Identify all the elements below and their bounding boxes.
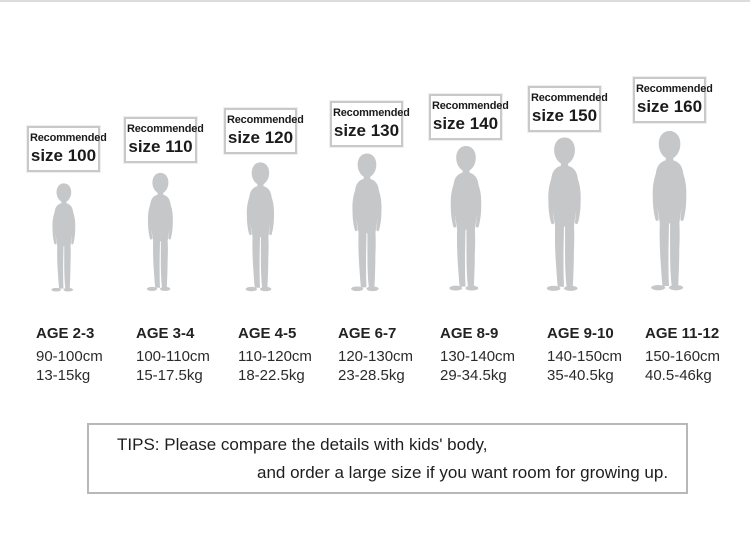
recommended-size-badge: Recommended size 110 <box>123 116 204 164</box>
height-range: 140-150cm <box>547 348 623 365</box>
weight-range: 40.5-46kg <box>645 367 712 384</box>
height-range: 150-160cm <box>645 348 721 365</box>
child-silhouette <box>449 145 482 291</box>
age-label: AGE 6-7 <box>338 325 397 342</box>
size-value: size 120 <box>227 128 294 147</box>
recommended-label: Recommended <box>432 100 509 112</box>
child-silhouette <box>546 137 581 291</box>
age-label: AGE 9-10 <box>547 325 614 342</box>
child-silhouette <box>351 153 382 292</box>
age-label: AGE 4-5 <box>238 325 297 342</box>
size-value: size 160 <box>636 97 703 116</box>
recommended-label: Recommended <box>531 92 608 104</box>
recommended-label: Recommended <box>333 107 410 119</box>
age-label: AGE 2-3 <box>36 325 95 342</box>
weight-range: 13-15kg <box>36 367 91 384</box>
height-range: 110-120cm <box>238 348 312 365</box>
recommended-label: Recommended <box>30 132 107 144</box>
size-info: AGE 8-9 130-140cm 29-34.5kg <box>440 325 548 385</box>
height-range: 130-140cm <box>440 348 516 365</box>
child-silhouette <box>245 162 275 292</box>
age-label: AGE 3-4 <box>136 325 195 342</box>
size-info: AGE 11-12 150-160cm 40.5-46kg <box>645 325 750 385</box>
height-range: 120-130cm <box>338 348 414 365</box>
weight-range: 35-40.5kg <box>547 367 614 384</box>
size-value: size 150 <box>531 106 598 125</box>
tips-line-2: and order a large size if you want room … <box>257 463 669 482</box>
size-info: AGE 2-3 90-100cm 13-15kg <box>36 325 144 385</box>
weight-range: 23-28.5kg <box>338 367 405 384</box>
size-info: AGE 4-5 110-120cm 18-22.5kg <box>238 325 346 385</box>
size-info: AGE 3-4 100-110cm 15-17.5kg <box>136 325 244 385</box>
age-label: AGE 11-12 <box>645 325 720 342</box>
recommended-size-badge: Recommended size 150 <box>527 85 608 133</box>
size-value: size 110 <box>128 137 193 156</box>
size-value: size 130 <box>333 121 400 140</box>
recommended-label: Recommended <box>227 114 304 126</box>
weight-range: 29-34.5kg <box>440 367 507 384</box>
recommended-size-badge: Recommended size 160 <box>632 76 713 124</box>
tips-box: TIPS: Please compare the details with ki… <box>87 423 688 494</box>
recommended-size-badge: Recommended size 100 <box>26 125 107 173</box>
child-silhouette <box>651 131 687 291</box>
size-info: AGE 9-10 140-150cm 35-40.5kg <box>547 325 655 385</box>
recommended-label: Recommended <box>127 123 204 135</box>
height-range: 100-110cm <box>136 348 210 365</box>
tips-line-1: TIPS: Please compare the details with ki… <box>117 435 488 454</box>
recommended-size-badge: Recommended size 120 <box>223 107 304 155</box>
recommended-size-badge: Recommended size 130 <box>329 100 410 148</box>
age-label: AGE 8-9 <box>440 325 499 342</box>
height-range: 90-100cm <box>36 348 103 365</box>
recommended-label: Recommended <box>636 83 713 95</box>
recommended-size-badge: Recommended size 140 <box>428 93 509 141</box>
child-silhouette <box>146 172 173 291</box>
weight-range: 15-17.5kg <box>136 367 203 384</box>
top-edge-line <box>0 0 750 2</box>
weight-range: 18-22.5kg <box>238 367 305 384</box>
child-silhouette <box>51 183 76 292</box>
size-value: size 100 <box>30 146 97 165</box>
size-value: size 140 <box>432 114 499 133</box>
size-info: AGE 6-7 120-130cm 23-28.5kg <box>338 325 446 385</box>
